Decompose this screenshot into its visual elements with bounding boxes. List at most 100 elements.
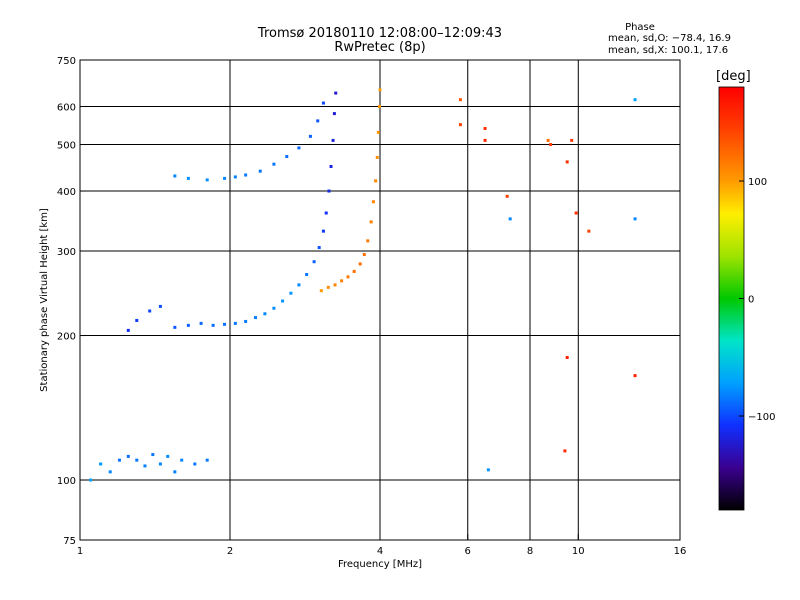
data-point [563,449,567,453]
x-tick-label: 6 [465,546,471,557]
data-point [297,146,301,150]
data-point [376,130,380,134]
y-tick-label: 400 [57,187,76,198]
data-point [135,318,139,322]
y-tick-label: 300 [57,247,76,258]
x-axis-label: Frequency [MHz] [338,559,422,570]
x-axis: 1 2 4 6 8 10 16 [77,534,686,557]
data-point [272,306,276,310]
x-tick-label: 1 [77,546,83,557]
data-point [331,138,335,142]
data-point [358,262,362,266]
data-point [199,321,203,325]
data-point [633,217,637,221]
data-point [565,160,569,164]
data-point [173,470,177,474]
data-point [151,453,155,457]
data-point [483,126,487,130]
data-point [258,169,262,173]
x-tick-label: 4 [377,546,383,557]
data-point [366,239,370,243]
data-point [126,328,130,332]
data-point [158,304,162,308]
stats-x-mode: mean, sd,X: 100.1, 17.6 [608,45,729,56]
data-point [486,468,490,472]
data-point [89,478,93,482]
data-point [508,217,512,221]
data-point [570,138,574,142]
data-point [148,309,152,313]
data-point [186,176,190,180]
data-point [546,138,550,142]
data-point [263,312,267,316]
chart-title: Tromsø 20180110 12:08:00–12:09:43 [257,26,503,41]
data-point [317,246,321,250]
data-point [244,319,248,323]
data-point [233,321,237,325]
data-point [223,322,227,326]
stats-o-mode: mean, sd,O: −78.4, 16.9 [608,33,731,44]
data-point [483,138,487,142]
data-point [332,112,336,116]
data-points [89,88,637,482]
data-point [334,91,338,95]
data-point [377,105,381,109]
y-tick-label: 75 [63,536,76,547]
y-tick-label: 750 [57,56,76,67]
data-point [326,285,330,289]
data-point [126,454,130,458]
y-tick-label: 500 [57,141,76,152]
data-point [223,176,227,180]
data-point [281,299,285,303]
data-point [321,229,325,233]
data-point [458,123,462,127]
data-point [108,470,112,474]
data-point [340,279,344,283]
x-tick-label: 8 [527,546,533,557]
data-point [233,175,237,179]
data-point [99,462,103,466]
data-point [312,260,316,264]
data-point [180,458,184,462]
data-point [297,283,301,287]
data-point [186,323,190,327]
colorbar-tick-label: 0 [748,295,754,306]
data-point [633,374,637,378]
data-point [633,98,637,102]
colorbar-tick-label: 100 [748,177,767,188]
data-point [205,458,209,462]
data-point [505,194,509,198]
data-point [308,134,312,138]
stats-header: Phase [625,22,655,33]
data-point [173,174,177,178]
data-point [158,462,162,466]
y-tick-label: 600 [57,103,76,114]
data-point [117,458,121,462]
data-point [321,101,325,105]
data-point [369,220,373,224]
data-point [549,143,553,147]
data-point [211,323,215,327]
data-point [375,155,379,159]
y-axis-label: Stationary phase Virtual Height [km] [39,208,50,392]
data-point [458,98,462,102]
data-point [289,291,293,295]
y-axis: 75 100 200 300 400 500 600 750 [57,56,86,547]
data-point [374,179,378,183]
data-point [574,211,578,215]
data-point [327,189,331,193]
data-point [143,464,147,468]
data-point [316,119,320,123]
y-tick-label: 200 [57,332,76,343]
data-point [272,162,276,166]
data-point [352,269,356,273]
data-point [244,173,248,177]
data-point [285,155,289,159]
data-point [333,283,337,287]
data-point [205,178,209,182]
data-point [329,164,333,168]
chart-subtitle: RwPretec (8p) [334,40,426,55]
colorbar-unit: [deg] [716,69,751,84]
data-point [324,211,328,215]
